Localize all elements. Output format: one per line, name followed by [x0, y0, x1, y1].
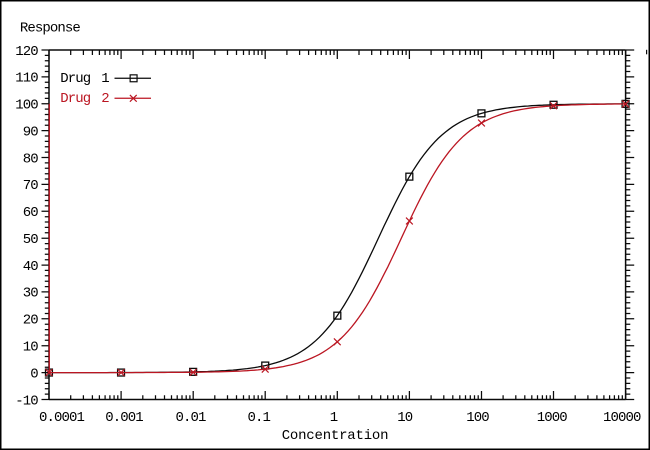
svg-text:110: 110: [15, 71, 38, 87]
svg-text:1: 1: [101, 71, 109, 87]
svg-text:10: 10: [23, 340, 39, 356]
svg-text:10: 10: [397, 410, 413, 426]
svg-text:2: 2: [101, 91, 109, 107]
svg-text:50: 50: [23, 232, 39, 248]
svg-text:60: 60: [23, 205, 39, 221]
svg-text:0.0001: 0.0001: [39, 410, 85, 426]
svg-text:40: 40: [23, 259, 39, 275]
svg-text:80: 80: [23, 151, 39, 167]
svg-text:Drug: Drug: [60, 91, 91, 107]
svg-text:0.001: 0.001: [105, 410, 143, 426]
svg-text:100: 100: [466, 410, 489, 426]
svg-text:Drug: Drug: [60, 71, 91, 87]
svg-text:20: 20: [23, 313, 39, 329]
svg-text:120: 120: [15, 44, 38, 60]
svg-text:1000: 1000: [537, 410, 568, 426]
svg-text:30: 30: [23, 286, 39, 302]
svg-text:0.1: 0.1: [248, 410, 271, 426]
svg-text:100: 100: [15, 98, 38, 114]
svg-text:10000: 10000: [603, 410, 641, 426]
svg-text:-10: -10: [15, 393, 38, 409]
svg-text:0.01: 0.01: [175, 410, 206, 426]
svg-text:Concentration: Concentration: [282, 428, 389, 444]
svg-text:70: 70: [23, 178, 39, 194]
svg-text:1: 1: [330, 410, 338, 426]
svg-text:90: 90: [23, 124, 39, 140]
svg-text:0: 0: [30, 366, 38, 382]
svg-text:Response: Response: [20, 21, 81, 37]
